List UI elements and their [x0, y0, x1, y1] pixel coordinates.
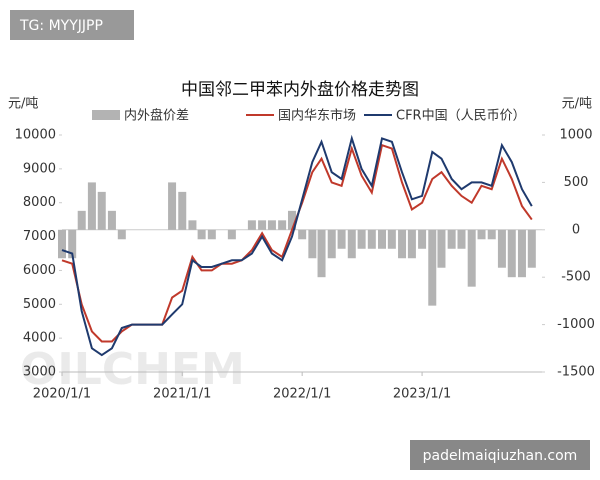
- price-line: [61, 134, 533, 357]
- spread-bar: [428, 229, 437, 306]
- y-tick-label: 5000: [23, 297, 56, 312]
- y-tick-label: 10000: [15, 128, 56, 143]
- spread-bar: [497, 229, 506, 268]
- watermark: padelmaiqiuzhan.com: [423, 448, 578, 464]
- spread-bar: [367, 229, 376, 249]
- spread-bar: [327, 229, 336, 259]
- spread-bar: [168, 182, 177, 230]
- logo-watermark: OILCHEM: [20, 344, 245, 395]
- spread-bar: [308, 229, 317, 259]
- spread-bar: [407, 229, 416, 259]
- x-tick-label: 2020/1/1: [33, 387, 91, 402]
- chart-title: 中国邻二甲苯内外盘价格走势图: [181, 80, 419, 100]
- spread-bar: [447, 229, 456, 249]
- spread-bar: [258, 220, 267, 230]
- y2-tick-label: -1000: [557, 317, 595, 332]
- spread-bar: [398, 229, 407, 259]
- spread-bar: [387, 229, 396, 249]
- spread-bar: [298, 229, 307, 240]
- spread-bar: [178, 191, 187, 230]
- spread-bar: [517, 229, 526, 278]
- y2-tick-label: 0: [572, 222, 580, 237]
- y-tick-label: 4000: [23, 331, 56, 346]
- spread-bar: [418, 229, 427, 249]
- spread-bar: [77, 210, 86, 230]
- spread-bar: [457, 229, 466, 249]
- spread-bar: [477, 229, 486, 240]
- spread-bar: [347, 229, 356, 259]
- spread-bar: [437, 229, 446, 268]
- spread-bar: [267, 220, 276, 230]
- y-axis-label: 元/吨: [8, 97, 38, 112]
- legend-label: 内外盘价差: [124, 108, 189, 124]
- x-tick-label: 2022/1/1: [273, 387, 331, 402]
- spread-bar: [247, 220, 256, 230]
- spread-bar: [87, 182, 96, 230]
- legend-label: 国内华东市场: [278, 108, 356, 124]
- spread-bar: [97, 191, 106, 230]
- spread-bar: [227, 229, 236, 240]
- x-tick-label: 2023/1/1: [393, 387, 451, 402]
- watermark-box: [10, 10, 134, 40]
- spread-bar: [467, 229, 476, 287]
- spread-bar: [207, 229, 216, 240]
- spread-bar: [68, 229, 77, 259]
- y2-tick-label: 500: [564, 175, 589, 190]
- spread-bar: [107, 210, 116, 230]
- spread-bar: [527, 229, 536, 268]
- spread-bar: [357, 229, 366, 249]
- y2-tick-label: 1000: [559, 128, 592, 143]
- spread-bar: [317, 229, 326, 278]
- y-tick-label: 9000: [23, 161, 56, 176]
- y2-tick-label: -500: [561, 270, 591, 285]
- y2-tick-label: -1500: [557, 365, 595, 380]
- spread-bar: [337, 229, 346, 249]
- spread-bar: [117, 229, 126, 240]
- y2-axis-label: 元/吨: [562, 97, 592, 112]
- y-tick-label: 7000: [23, 229, 56, 244]
- watermark-box: [410, 440, 590, 470]
- spread-bar: [188, 220, 197, 230]
- y-tick-label: 3000: [23, 365, 56, 380]
- legend-label: CFR中国（人民币价）: [396, 109, 526, 124]
- spread-bar: [197, 229, 206, 240]
- y-tick-label: 6000: [23, 263, 56, 278]
- spread-bar: [58, 229, 66, 259]
- y-tick-label: 8000: [23, 195, 56, 210]
- x-tick-label: 2021/1/1: [153, 387, 211, 402]
- spread-bar: [487, 229, 496, 240]
- spread-bar: [287, 210, 296, 230]
- spread-bar: [507, 229, 516, 278]
- watermark: TG: MYYJJPP: [19, 18, 103, 34]
- spread-bar: [278, 220, 287, 230]
- spread-bar: [378, 229, 386, 249]
- legend-swatch: [92, 110, 120, 120]
